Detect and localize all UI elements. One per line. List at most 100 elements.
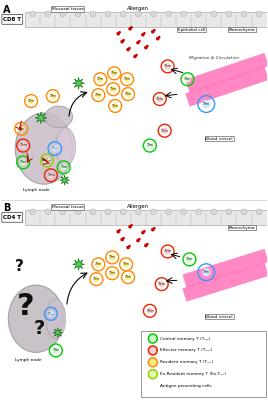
Circle shape (127, 246, 129, 248)
Circle shape (18, 126, 24, 132)
Polygon shape (73, 77, 84, 89)
Polygon shape (73, 258, 84, 270)
Circle shape (61, 164, 67, 170)
Circle shape (45, 209, 51, 215)
Circle shape (45, 11, 51, 17)
Polygon shape (35, 112, 47, 124)
Circle shape (90, 209, 96, 215)
Text: B: B (3, 203, 11, 213)
Circle shape (95, 261, 101, 267)
Text: Lymph node: Lymph node (23, 188, 49, 192)
Text: Resident memory T (Tₘₙ): Resident memory T (Tₘₙ) (160, 360, 213, 364)
Text: Central memory T (T₂ₘ): Central memory T (T₂ₘ) (160, 336, 210, 340)
Ellipse shape (8, 285, 64, 352)
Circle shape (123, 238, 124, 239)
Text: Effector memory T (Tₘₘ): Effector memory T (Tₘₘ) (160, 348, 212, 352)
Text: T$_{rm}$: T$_{rm}$ (96, 76, 104, 83)
Circle shape (129, 246, 130, 247)
Text: CD4 T: CD4 T (3, 215, 21, 220)
Text: T$_{rm}$: T$_{rm}$ (110, 70, 118, 77)
Text: ?: ? (33, 319, 45, 338)
Circle shape (154, 30, 155, 31)
Text: T$_{cm}$: T$_{cm}$ (52, 347, 60, 354)
Text: T$_{rm}$: T$_{rm}$ (27, 97, 35, 105)
Circle shape (147, 143, 153, 148)
Text: Parenchyma: Parenchyma (229, 226, 255, 230)
Text: ?: ? (15, 259, 24, 274)
Text: T$_{em}$: T$_{em}$ (19, 142, 27, 149)
Circle shape (157, 96, 163, 102)
Circle shape (241, 209, 247, 215)
Ellipse shape (56, 128, 76, 165)
Circle shape (134, 56, 136, 58)
Text: T$_{em}$: T$_{em}$ (163, 62, 172, 70)
Circle shape (181, 11, 187, 17)
Circle shape (123, 261, 129, 267)
Circle shape (20, 160, 26, 165)
Text: T$_{rm}$: T$_{rm}$ (122, 260, 130, 268)
Circle shape (211, 11, 217, 17)
Circle shape (131, 225, 132, 226)
Text: T$_{em}$: T$_{em}$ (163, 248, 172, 255)
Circle shape (184, 76, 190, 82)
Circle shape (147, 308, 153, 314)
Text: Antigen presenting cells: Antigen presenting cells (160, 384, 211, 388)
Circle shape (60, 11, 66, 17)
Circle shape (125, 274, 131, 280)
Circle shape (165, 64, 171, 69)
Circle shape (144, 33, 145, 34)
Circle shape (139, 40, 140, 42)
Circle shape (145, 46, 147, 49)
Text: T$_{cm}$: T$_{cm}$ (185, 256, 193, 263)
Circle shape (148, 358, 157, 367)
Circle shape (196, 209, 202, 215)
Circle shape (226, 209, 232, 215)
Circle shape (135, 209, 141, 215)
Text: Ex-T$_{rm}$: Ex-T$_{rm}$ (41, 157, 53, 164)
Text: T$_{rm}$: T$_{rm}$ (108, 270, 116, 277)
Text: Lymph node: Lymph node (15, 358, 42, 362)
Circle shape (159, 37, 160, 38)
Circle shape (53, 348, 59, 353)
Text: Parenchyma: Parenchyma (229, 28, 255, 32)
Text: T$_{rm}$: T$_{rm}$ (92, 275, 100, 283)
Circle shape (129, 226, 131, 228)
Circle shape (50, 93, 56, 99)
Circle shape (111, 70, 117, 76)
Circle shape (117, 230, 119, 233)
Text: T$_{em}$: T$_{em}$ (157, 280, 166, 288)
Circle shape (166, 11, 172, 17)
Circle shape (148, 346, 157, 355)
Circle shape (121, 238, 123, 241)
Bar (25, 12, 267, 27)
Circle shape (148, 334, 157, 343)
Circle shape (121, 40, 123, 43)
Text: T$_{rm}$: T$_{rm}$ (111, 102, 119, 110)
Circle shape (202, 268, 210, 276)
Circle shape (44, 158, 50, 163)
Bar (25, 210, 267, 225)
Circle shape (97, 76, 103, 82)
Circle shape (20, 143, 26, 148)
Circle shape (120, 11, 126, 17)
Text: Mucosal tissue: Mucosal tissue (52, 7, 84, 11)
Circle shape (117, 33, 119, 35)
Polygon shape (60, 175, 70, 185)
Circle shape (52, 146, 58, 152)
Circle shape (112, 103, 118, 109)
Circle shape (125, 91, 131, 97)
Circle shape (75, 209, 81, 215)
Circle shape (123, 40, 124, 41)
Circle shape (256, 209, 262, 215)
Circle shape (147, 244, 148, 245)
Circle shape (211, 209, 217, 215)
Circle shape (147, 46, 148, 47)
Text: Ex-Resident memory T (Ex-Tₘₙ): Ex-Resident memory T (Ex-Tₘₙ) (160, 372, 226, 376)
FancyBboxPatch shape (141, 331, 266, 397)
Ellipse shape (46, 299, 66, 338)
Text: T$_{rm}$: T$_{rm}$ (94, 91, 102, 99)
Text: Migration & Circulation: Migration & Circulation (189, 56, 239, 60)
Text: CD8 T: CD8 T (3, 17, 21, 22)
Circle shape (241, 11, 247, 17)
Circle shape (159, 281, 165, 287)
